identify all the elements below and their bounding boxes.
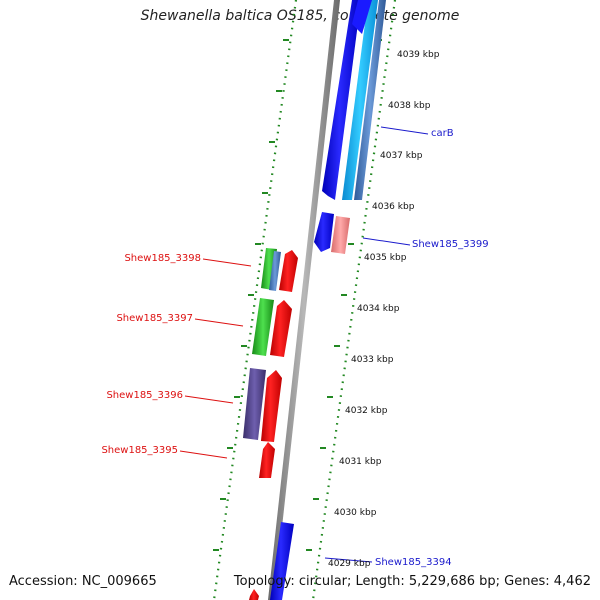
- kbp-label-4038: 4038 kbp: [388, 101, 431, 111]
- forward-dotted-track: [311, 0, 397, 600]
- kbp-label-4030: 4030 kbp: [334, 508, 377, 518]
- gene-Shew185_3397[interactable]: [252, 298, 292, 357]
- kbp-label-4033: 4033 kbp: [351, 355, 394, 365]
- kbp-label-4031: 4031 kbp: [339, 457, 382, 467]
- kbp-label-4036: 4036 kbp: [372, 202, 415, 212]
- gene-Shew185_3396[interactable]: [243, 368, 282, 442]
- gene-label-carB[interactable]: carB: [431, 128, 454, 139]
- gene-labels: carB Shew185_3399 Shew185_3394 Shew185_3…: [101, 128, 488, 568]
- gene-Shew185_3395[interactable]: [259, 442, 275, 478]
- gene-Shew185_3393[interactable]: [249, 589, 259, 600]
- gene-label-Shew185_3395[interactable]: Shew185_3395: [101, 445, 178, 456]
- reverse-dotted-track: [212, 0, 298, 600]
- kbp-label-4034: 4034 kbp: [357, 304, 400, 314]
- gene-Shew185_3398[interactable]: [261, 248, 298, 292]
- gene-label-Shew185_3397[interactable]: Shew185_3397: [116, 313, 193, 324]
- genome-backbone: [268, 0, 340, 600]
- kbp-label-4035: 4035 kbp: [364, 253, 407, 263]
- gene-carB[interactable]: [322, 0, 386, 200]
- gene-label-Shew185_3396[interactable]: Shew185_3396: [106, 390, 183, 401]
- label-leader-lines: [179, 126, 429, 563]
- topology-text: Topology: circular; Length: 5,229,686 bp…: [233, 574, 591, 589]
- gene-label-Shew185_3394[interactable]: Shew185_3394: [375, 557, 452, 568]
- kbp-label-4037: 4037 kbp: [380, 151, 423, 161]
- gene-label-Shew185_3399[interactable]: Shew185_3399: [412, 239, 489, 250]
- gene-Shew185_3394[interactable]: [270, 522, 294, 600]
- kbp-label-4039: 4039 kbp: [397, 50, 440, 60]
- gene-label-Shew185_3398[interactable]: Shew185_3398: [124, 253, 201, 264]
- kbp-label-4029: 4029 kbp: [328, 559, 371, 569]
- kbp-tick-labels: 4039 kbp 4038 kbp 4037 kbp 4036 kbp 4035…: [328, 50, 440, 569]
- kbp-label-4032: 4032 kbp: [345, 406, 388, 416]
- gene-Shew185_3399[interactable]: [314, 212, 350, 254]
- accession-text: Accession: NC_009665: [9, 574, 157, 589]
